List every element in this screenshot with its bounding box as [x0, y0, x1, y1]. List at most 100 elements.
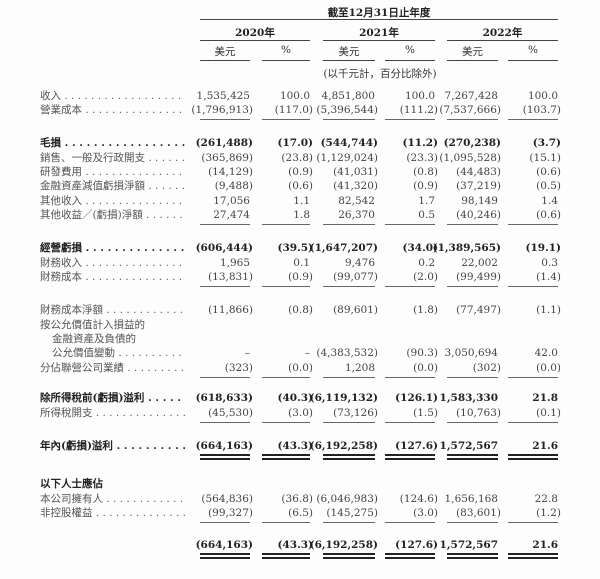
underline: [508, 286, 558, 287]
percent-cell: (103.7): [522, 104, 561, 116]
amount-cell: (99,499): [456, 271, 501, 283]
percent-cell: (3.0): [413, 507, 438, 519]
row-label: 公允價值變動: [52, 346, 185, 360]
amount-cell: (544,744): [320, 137, 378, 149]
amount-cell: (365,869): [201, 152, 253, 164]
underline: [447, 224, 498, 225]
amount-cell: 1,535,425: [196, 90, 250, 102]
underline: [262, 286, 310, 287]
amount-cell: –: [244, 347, 250, 359]
year-header-2022: 2022年: [482, 27, 523, 39]
double-underline: [200, 454, 250, 460]
percent-cell: 100.0: [404, 90, 435, 102]
percent-cell: 0.5: [418, 209, 435, 221]
percent-cell: (0.0): [288, 362, 313, 374]
percent-cell: (0.6): [536, 166, 561, 178]
percent-cell: 1.4: [541, 195, 558, 207]
row-label: 金融資產及負債的: [52, 333, 136, 345]
amount-cell: (323): [224, 362, 253, 374]
amount-cell: (40,246): [456, 209, 501, 221]
underline: [385, 224, 435, 225]
percent-cell: 100.0: [527, 90, 558, 102]
amount-cell: 27,474: [213, 209, 250, 221]
underline: [323, 224, 375, 225]
percent-cell: (0.9): [288, 166, 313, 178]
percent-cell: (0.6): [536, 209, 561, 221]
percent-cell: (1.4): [536, 271, 561, 283]
amount-cell: (99,077): [333, 271, 378, 283]
row-label: 研發費用: [40, 165, 185, 179]
double-underline: [508, 553, 558, 559]
percent-cell: 21.6: [532, 440, 558, 452]
underline: [200, 224, 250, 225]
underline: [508, 422, 558, 423]
percent-cell: (0.0): [536, 362, 561, 374]
period-header: 截至12月31日止年度: [327, 7, 431, 19]
percent-cell: (1.5): [413, 407, 438, 419]
percent-cell: (1.1): [536, 304, 561, 316]
percent-cell: 1.1: [293, 195, 310, 207]
underline: [200, 522, 250, 523]
double-underline: [323, 454, 375, 460]
percent-cell: (1.2): [536, 507, 561, 519]
amount-cell: (44,483): [456, 166, 501, 178]
units-note: (以千元計，百分比除外): [323, 68, 437, 80]
amount-cell: (6,119,132): [309, 392, 378, 404]
amount-cell: (606,444): [195, 242, 253, 254]
underline: [447, 422, 498, 423]
row-label: 金融資產減值虧損淨額: [40, 179, 185, 193]
row-label: 其他收益／(虧損)淨額: [40, 208, 185, 222]
percent-cell: 0.1: [293, 257, 310, 269]
percent-cell: (3.0): [288, 407, 313, 419]
underline: [200, 422, 250, 423]
percent-cell: 0.3: [541, 257, 558, 269]
percent-cell: 1.7: [418, 195, 435, 207]
divider: [323, 60, 375, 61]
amount-cell: (261,488): [195, 137, 253, 149]
percent-cell: (6.5): [288, 507, 313, 519]
amount-cell: 1,656,168: [444, 493, 498, 505]
amount-cell: (77,497): [456, 304, 501, 316]
percent-cell: (117.0): [274, 104, 313, 116]
double-underline: [385, 553, 435, 559]
percent-cell: 42.0: [534, 347, 558, 359]
divider: [200, 40, 310, 41]
underline: [200, 377, 250, 378]
unit-header-percent: %: [281, 44, 291, 56]
underline: [447, 377, 498, 378]
percent-cell: (15.1): [529, 152, 561, 164]
amount-cell: (145,275): [326, 507, 378, 519]
row-label: 除所得稅前(虧損)溢利: [40, 391, 185, 405]
unit-header-usd: 美元: [462, 46, 483, 58]
percent-cell: (23.8): [281, 152, 313, 164]
amount-cell: 17,056: [213, 195, 250, 207]
amount-cell: (73,126): [333, 407, 378, 419]
percent-cell: (0.9): [413, 180, 438, 192]
unit-header-percent: %: [528, 44, 538, 56]
percent-cell: (0.0): [413, 362, 438, 374]
amount-cell: (4,383,532): [316, 347, 378, 359]
amount-cell: (9,488): [214, 180, 253, 192]
amount-cell: (37,219): [456, 180, 501, 192]
percent-cell: (3.7): [532, 137, 561, 149]
row-label: 所得稅開支: [40, 406, 185, 420]
row-label: 年內(虧損)溢利: [40, 439, 185, 453]
percent-cell: (0.5): [536, 180, 561, 192]
amount-cell: (13,831): [208, 271, 253, 283]
row-label: 其他收入: [40, 194, 185, 208]
percent-cell: (23.3): [406, 152, 438, 164]
amount-cell: (7,537,666): [439, 104, 501, 116]
percent-cell: (40.3): [277, 392, 313, 404]
amount-cell: 26,370: [338, 209, 375, 221]
double-underline: [447, 454, 498, 460]
divider: [200, 60, 250, 61]
amount-cell: (618,633): [195, 392, 253, 404]
percent-cell: (39.5): [277, 242, 313, 254]
underline: [385, 286, 435, 287]
underline: [262, 119, 310, 120]
amount-cell: (1,095,528): [439, 152, 501, 164]
amount-cell: (1,129,024): [316, 152, 378, 164]
row-label: 銷售、一般及行政開支: [40, 151, 185, 165]
amount-cell: (6,192,258): [309, 539, 378, 551]
